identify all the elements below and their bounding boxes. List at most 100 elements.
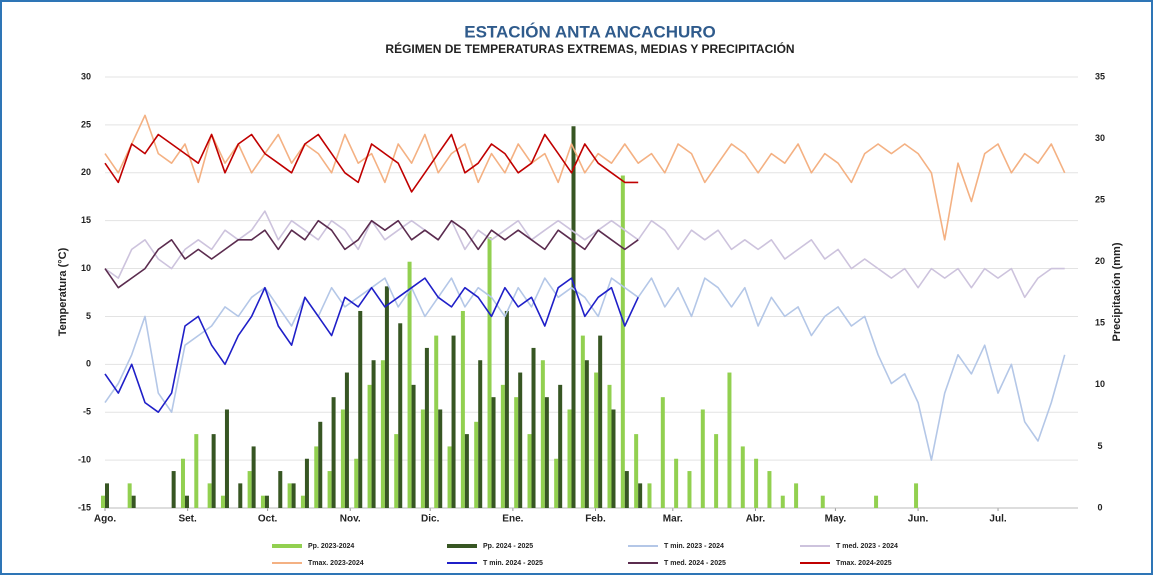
x-tick-label: Nov. [340, 514, 361, 525]
precip-bar [624, 471, 629, 508]
y2-tick-label: 35 [1095, 71, 1105, 81]
precip-bar [598, 335, 603, 508]
precip-bar [438, 409, 443, 508]
y-tick-label: 5 [86, 311, 91, 321]
legend-label: Pp. 2024 - 2025 [483, 543, 533, 550]
precip-bar [105, 483, 109, 508]
precip-bar [727, 372, 732, 508]
precip-bar [647, 483, 652, 508]
precip-bar [184, 495, 189, 508]
x-tick-label: Oct. [258, 514, 278, 525]
legend-label: T min. 2023 - 2024 [664, 543, 724, 550]
precip-bar [411, 384, 416, 508]
precip-bar [580, 335, 585, 508]
precip-bar [638, 483, 643, 508]
chart-title: ESTACIÓN ANTA ANCACHURO [464, 22, 716, 41]
precip-bar [660, 397, 665, 508]
legend-label: Pp. 2023-2024 [308, 543, 354, 550]
precip-bar [571, 126, 576, 508]
y-tick-label: 25 [81, 119, 91, 129]
y-tick-label: -15 [78, 502, 91, 512]
precip-bar [287, 483, 292, 508]
precip-bar [487, 237, 492, 509]
y2-tick-label: 15 [1095, 318, 1105, 328]
precip-bar [504, 310, 509, 508]
precip-bar [394, 434, 399, 508]
precip-bar [407, 261, 412, 508]
precip-bar [327, 471, 332, 508]
precip-bar [220, 495, 225, 508]
precip-bar [527, 434, 532, 508]
precip-bar [567, 409, 572, 508]
precip-bar [180, 458, 185, 508]
legend-label: T med. 2024 - 2025 [664, 560, 726, 567]
precip-bar [304, 458, 309, 508]
temp-line [104, 219, 639, 289]
precip-bar [451, 335, 456, 508]
x-tick-label: Dic. [421, 514, 440, 525]
precip-bar [238, 483, 243, 508]
precip-bar [687, 471, 692, 508]
precip-bar [740, 446, 745, 508]
precip-bar [874, 495, 879, 508]
precip-bar [260, 495, 265, 508]
y-tick-label: -5 [83, 407, 91, 417]
precip-bar [491, 397, 496, 508]
x-tick-label: May. [825, 514, 847, 525]
precip-bar [340, 409, 345, 508]
precip-bar [398, 323, 403, 508]
precip-bar [224, 409, 229, 508]
temp-line [104, 277, 639, 413]
precip-bar [531, 347, 536, 508]
precip-bar [611, 409, 616, 508]
y2-axis-title: Precipitación (mm) [1111, 242, 1123, 341]
precip-bar [131, 495, 136, 508]
x-tick-label: Set. [178, 514, 197, 525]
y2-tick-label: 20 [1095, 256, 1105, 266]
precip-bar [474, 421, 479, 508]
precip-bar [447, 446, 452, 508]
precip-bar [780, 495, 785, 508]
y-tick-label: 15 [81, 215, 91, 225]
legend-swatch [272, 544, 302, 548]
precip-bar [558, 384, 563, 508]
precip-bar [464, 434, 469, 508]
precip-bar [264, 495, 269, 508]
precip-bar [314, 446, 319, 508]
precip-bar [620, 175, 625, 508]
precip-bar [344, 372, 349, 508]
x-tick-label: Ene. [502, 514, 523, 525]
precip-bar [211, 434, 216, 508]
precip-bar [354, 458, 359, 508]
precip-bar [101, 495, 105, 508]
precip-bar [278, 471, 283, 508]
precip-bar [540, 360, 545, 508]
x-tick-label: Mar. [663, 514, 683, 525]
precip-bar [674, 458, 679, 508]
precip-bar [700, 409, 705, 508]
precip-bar [554, 458, 559, 508]
precip-bar [914, 483, 919, 508]
precip-bar [367, 384, 372, 508]
precip-bar [794, 483, 799, 508]
precip-bar [371, 360, 376, 508]
temp-line [104, 133, 639, 193]
precip-bar [291, 483, 296, 508]
precip-bar [247, 471, 252, 508]
temp-line [104, 210, 1065, 299]
precip-bar [207, 483, 212, 508]
y-tick-label: 30 [81, 71, 91, 81]
precip-bar [384, 286, 389, 508]
x-tick-label: Jun. [908, 514, 929, 525]
precip-bar [478, 360, 483, 508]
y2-tick-label: 10 [1095, 379, 1105, 389]
precip-bar [500, 384, 505, 508]
precip-bar [300, 495, 305, 508]
chart-subtitle: RÉGIMEN DE TEMPERATURAS EXTREMAS, MEDIAS… [385, 41, 794, 56]
x-tick-label: Abr. [746, 514, 766, 525]
precip-bar [514, 397, 519, 508]
y2-tick-label: 25 [1095, 195, 1105, 205]
x-tick-label: Jul. [989, 514, 1006, 525]
